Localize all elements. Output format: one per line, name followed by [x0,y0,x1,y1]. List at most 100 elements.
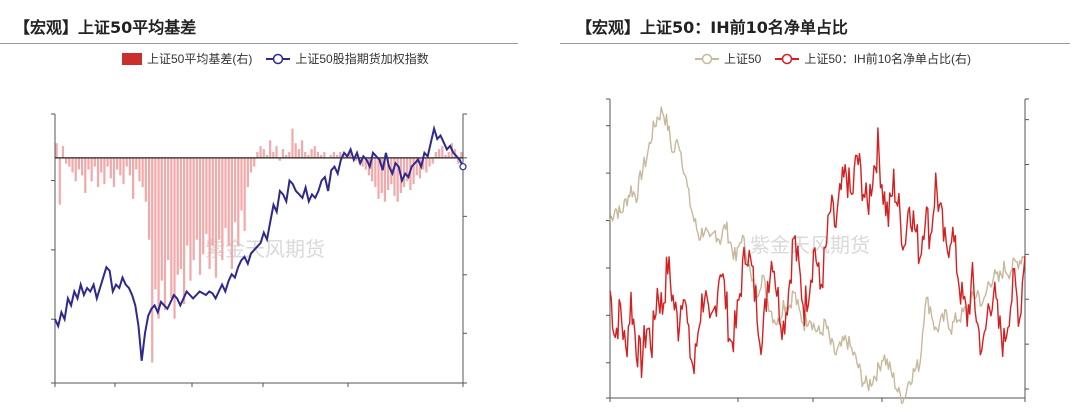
basis-bar [262,149,265,158]
basis-bar [74,157,77,182]
basis-bar [167,157,170,261]
basis-bar [297,149,300,158]
right-title-rule [560,43,1070,44]
basis-bar [122,157,125,185]
basis-bar [202,157,205,255]
right-watermark: 紫金天风期货 [750,234,870,257]
basis-bar [186,157,189,246]
left-legend-bar-label: 上证50平均基差(右) [147,52,253,66]
basis-bar [418,157,422,179]
basis-bar [422,157,425,170]
basis-bar [383,157,387,202]
basis-bar [304,152,307,158]
basis-bar [125,157,128,167]
basis-bar [227,157,230,246]
basis-bar [272,152,275,158]
basis-bar [173,157,176,319]
basis-bar [112,157,116,188]
left-chart-panel: 【宏观】上证50平均基差 上证50平均基差(右) 上证50股指期货加权指数 紫金… [0,18,518,387]
basis-bar [393,157,396,196]
basis-bar [119,157,122,176]
right-chart-panel: 【宏观】上证50：IH前10名净单占比 上证50 上证50：IH前10名净单占比… [560,0,1080,419]
right-legend-s2-label: 上证50：IH前10名净单占比(右) [804,52,972,66]
s2-circle-swatch-icon [775,53,800,64]
basis-bar [116,157,119,170]
basis-bar [103,157,106,185]
basis-bar [374,157,377,188]
basis-bar [402,157,406,188]
basis-bar [65,157,68,164]
basis-bar [371,157,374,182]
basis-bar [84,157,87,193]
right-legend-s2-item: 上证50：IH前10名净单占比(右) [775,50,971,67]
basis-bar [141,157,144,188]
basis-bar [355,157,358,161]
basis-bar [447,152,450,158]
basis-bar [300,140,304,158]
left-legend-line-label: 上证50股指期货加权指数 [295,52,429,66]
s1-circle-swatch-icon [695,53,719,64]
ih-net-ratio-line-series [609,127,1026,379]
basis-bar [441,146,444,158]
basis-bar [256,152,259,158]
line-circle-swatch-icon [266,53,291,64]
index-line-series [54,124,464,361]
basis-bar [396,157,399,202]
basis-bar [437,149,441,158]
sse50-line-series [609,106,1026,404]
basis-bar [77,157,81,170]
basis-bar [313,146,316,158]
basis-bar [460,152,463,158]
basis-bar [316,152,320,158]
basis-bar [275,146,278,158]
basis-bar [339,152,342,158]
basis-bar [170,157,173,299]
left-legend-line-item: 上证50股指期货加权指数 [266,50,429,67]
left-title-rule [0,43,518,44]
basis-bar [144,157,147,202]
basis-bar [278,157,281,161]
basis-bar [106,157,109,167]
basis-bar [307,154,310,158]
basis-bar [284,154,288,158]
basis-bar [323,152,326,158]
right-legend-s1-item: 上证50 [695,50,761,67]
right-chart-svg: 紫金天风期货 [606,98,1029,404]
basis-bar [135,157,138,170]
basis-bar [93,157,96,167]
basis-bar [428,157,431,167]
basis-bar [58,157,61,205]
left-chart-title: 【宏观】上证50平均基差 [14,18,197,37]
left-legend: 上证50平均基差(右) 上证50股指期货加权指数 [122,50,429,67]
basis-bar [157,157,160,319]
basis-bar [224,157,227,229]
right-legend: 上证50 上证50：IH前10名净单占比(右) [695,50,971,67]
basis-bar [291,128,294,158]
basis-bar [281,149,285,158]
right-legend-s1-label: 上证50 [724,52,762,66]
basis-bar [96,157,100,188]
basis-bar [147,157,151,240]
basis-bar [335,154,339,158]
basis-bar [218,157,221,240]
basis-bar [233,157,237,223]
basis-bar [406,157,409,182]
basis-bar [90,157,93,182]
index-line-end-marker [459,163,467,171]
basis-bar [198,157,202,275]
basis-bar [377,157,380,199]
basis-bar [128,157,132,176]
basis-bar [380,157,383,193]
basis-bar [457,157,460,164]
left-legend-bar-item: 上证50平均基差(右) [122,50,252,67]
basis-bar [265,154,269,158]
basis-bar [160,157,163,281]
basis-bar [431,157,434,164]
basis-bar [100,157,103,173]
basis-bar [361,157,364,167]
right-chart-title: 【宏观】上证50：IH前10名净单占比 [576,18,848,37]
basis-bar [444,154,447,158]
basis-bar [240,157,243,211]
basis-bar [288,152,291,158]
basis-bar [221,157,224,261]
